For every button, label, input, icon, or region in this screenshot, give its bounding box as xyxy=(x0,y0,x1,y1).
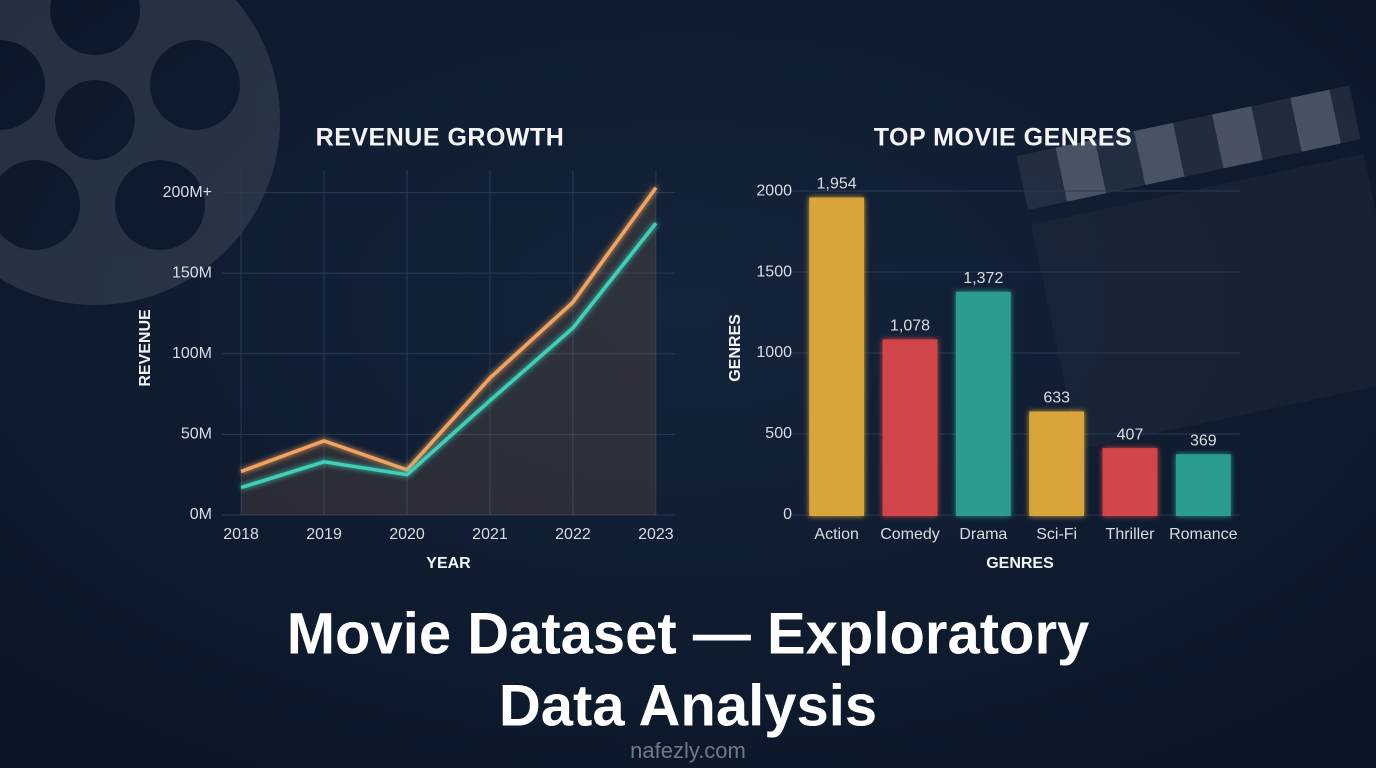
x-tick-label: Action xyxy=(814,526,858,543)
area xyxy=(241,187,656,515)
x-tick-label: 2020 xyxy=(389,526,425,543)
x-tick-label: 2022 xyxy=(555,526,591,543)
watermark: nafezly.com xyxy=(630,738,746,763)
y-axis-label: GENRES xyxy=(727,314,744,382)
y-tick-label: 150M xyxy=(172,264,212,281)
x-axis-label: YEAR xyxy=(426,555,471,572)
x-tick-label: Romance xyxy=(1169,526,1238,543)
x-tick-label: Comedy xyxy=(880,526,940,543)
data-label: 1,078 xyxy=(890,318,930,335)
x-axis-label: GENRES xyxy=(986,555,1054,572)
clapboard xyxy=(1016,85,1376,450)
y-axis-label: REVENUE xyxy=(137,309,154,387)
x-tick-label: 2021 xyxy=(472,526,508,543)
data-label: 1,954 xyxy=(817,176,857,193)
y-tick-label: 0M xyxy=(190,506,212,523)
y-tick-label: 1500 xyxy=(756,263,792,280)
bar xyxy=(882,339,938,517)
bar xyxy=(955,291,1011,517)
data-label: 369 xyxy=(1190,432,1217,449)
x-tick-label: 2018 xyxy=(223,526,259,543)
x-tick-label: 2023 xyxy=(638,526,674,543)
bar xyxy=(1175,454,1231,516)
y-tick-label: 0 xyxy=(783,506,792,523)
bar xyxy=(809,197,865,516)
x-tick-label: Sci-Fi xyxy=(1036,526,1077,543)
x-tick-label: Drama xyxy=(959,526,1007,543)
x-tick-label: Thriller xyxy=(1106,526,1156,543)
bar xyxy=(1029,411,1085,516)
chart-title: TOP MOVIE GENRES xyxy=(874,124,1133,152)
y-tick-label: 1000 xyxy=(756,344,792,361)
data-label: 633 xyxy=(1043,390,1070,407)
line xyxy=(240,186,658,474)
data-label: 1,372 xyxy=(963,270,1003,287)
y-tick-label: 50M xyxy=(181,426,212,443)
y-tick-label: 100M xyxy=(172,345,212,362)
y-tick-label: 500 xyxy=(765,425,792,442)
main-title: Movie Dataset — Exploratory xyxy=(287,601,1090,666)
x-tick-label: 2019 xyxy=(306,526,342,543)
main-title: Data Analysis xyxy=(499,673,877,738)
data-label: 407 xyxy=(1117,426,1144,443)
y-tick-label: 200M+ xyxy=(163,184,212,201)
chart-title: REVENUE GROWTH xyxy=(316,124,565,152)
line xyxy=(240,222,658,490)
bar xyxy=(1102,448,1158,516)
film-reel xyxy=(0,0,280,305)
y-tick-label: 2000 xyxy=(756,182,792,199)
